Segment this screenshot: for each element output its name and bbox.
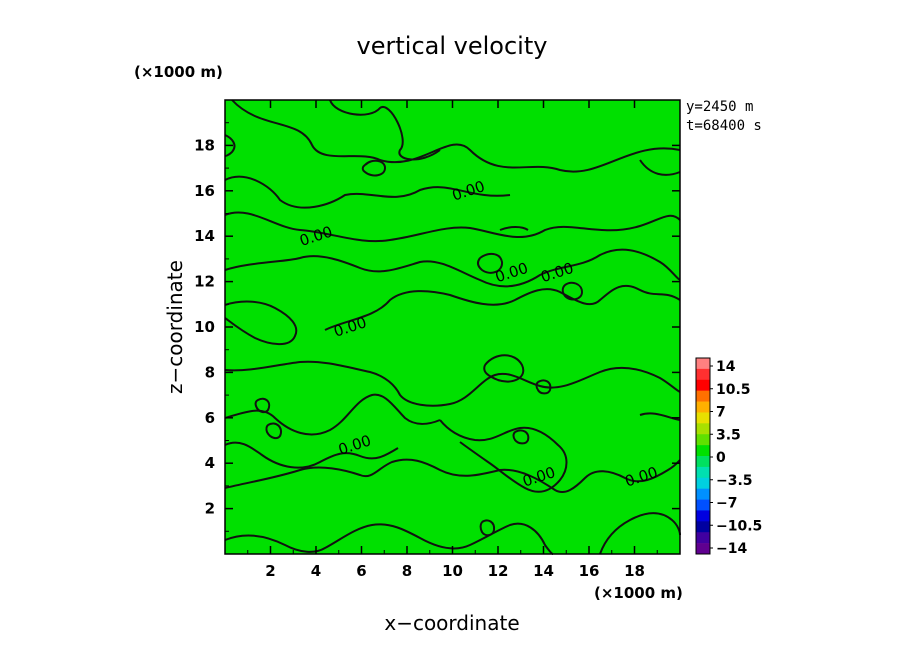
- contour-line: [265, 422, 282, 440]
- plot-area-fill: [225, 100, 680, 554]
- contour-line: [639, 412, 681, 421]
- contour-line: [561, 281, 584, 301]
- contour-line: [224, 175, 511, 209]
- x-tick-label: 8: [402, 562, 412, 580]
- y-axis-ticks: 2 4 6 8 10 12 14 16 18: [194, 122, 680, 532]
- info-line-y: y=2450 m: [686, 99, 753, 115]
- contour-line: [224, 360, 681, 407]
- x-axis-unit: (×1000 m): [594, 584, 683, 602]
- x-axis-label: x−coordinate: [384, 611, 519, 635]
- contour-line: [224, 522, 554, 555]
- y-tick-label: 16: [194, 182, 215, 200]
- contour-line: [439, 419, 568, 493]
- x-tick-label: 14: [533, 562, 554, 580]
- contour-line: [224, 393, 441, 436]
- colorbar-swatch: [696, 390, 710, 402]
- x-tick-label: 12: [488, 562, 509, 580]
- contour-line: [361, 159, 387, 177]
- y-tick-label: 12: [194, 273, 215, 291]
- y-axis-unit: (×1000 m): [134, 63, 223, 81]
- x-tick-label: 16: [579, 562, 600, 580]
- x-tick-label: 10: [442, 562, 463, 580]
- colorbar-swatch: [696, 358, 710, 370]
- colorbar-swatch: [696, 488, 710, 500]
- contour-line: [479, 519, 496, 537]
- colorbar-swatch: [696, 456, 710, 468]
- x-tick-label: 2: [265, 562, 275, 580]
- colorbar-swatch: [696, 434, 710, 446]
- velocity-contours: [224, 99, 681, 555]
- contour-line: [224, 300, 298, 346]
- contour-line: [324, 284, 681, 331]
- colorbar-swatch: [696, 445, 710, 457]
- x-tick-label: 4: [311, 562, 321, 580]
- x-tick-label: 18: [624, 562, 645, 580]
- contour-line: [483, 354, 525, 383]
- y-tick-label: 8: [205, 363, 215, 381]
- y-tick-label: 4: [205, 454, 215, 472]
- y-tick-label: 14: [194, 227, 215, 245]
- colorbar-swatch: [696, 412, 710, 424]
- colorbar-label: −14: [716, 541, 747, 557]
- contour-line: [254, 397, 271, 414]
- contour-line: [231, 99, 681, 173]
- colorbar-swatch: [696, 477, 710, 489]
- colorbar-frame: [695, 357, 711, 555]
- colorbar-swatch: [696, 521, 710, 533]
- y-axis-label: z−coordinate: [163, 260, 187, 394]
- x-tick-label: 6: [356, 562, 366, 580]
- colorbar-label: −10.5: [716, 518, 762, 534]
- colorbar: 14 10.5 7 3.5 0 −3.5 −7 −10.5 −14: [695, 357, 762, 557]
- colorbar-label: −7: [716, 496, 737, 512]
- contour-line: [329, 99, 441, 161]
- y-tick-label: 2: [205, 500, 215, 518]
- colorbar-swatch: [696, 423, 710, 435]
- contour-line: [599, 512, 681, 555]
- contour-line: [535, 379, 552, 395]
- colorbar-swatch: [696, 532, 710, 544]
- contour-line: [224, 248, 681, 288]
- colorbar-label: 7: [716, 405, 726, 421]
- colorbar-label: 14: [716, 359, 736, 375]
- colorbar-swatch: [696, 466, 710, 479]
- colorbar-swatch: [696, 499, 710, 511]
- colorbar-label: 0: [716, 450, 726, 466]
- contour-line: [499, 226, 529, 231]
- contour-line: [224, 211, 681, 243]
- y-tick-label: 10: [194, 318, 215, 336]
- colorbar-swatch: [696, 543, 710, 555]
- x-axis-ticks: 2 4 6 8 10 12 14 16 18: [247, 100, 658, 580]
- y-tick-label: 6: [205, 409, 215, 427]
- colorbar-label: 3.5: [716, 427, 741, 443]
- colorbar-swatch: [696, 379, 710, 391]
- colorbar-label: 10.5: [716, 382, 751, 398]
- contour-line: [476, 252, 504, 274]
- colorbar-label: −3.5: [716, 473, 753, 489]
- y-tick-label: 18: [194, 136, 215, 154]
- chart-title: vertical velocity: [357, 32, 548, 60]
- contour-line: [224, 441, 399, 469]
- info-line-t: t=68400 s: [686, 118, 762, 134]
- colorbar-swatch: [696, 401, 710, 413]
- colorbar-swatch: [696, 368, 710, 381]
- contour-line: [512, 429, 530, 445]
- contour-line: [639, 159, 681, 176]
- colorbar-swatch: [696, 510, 710, 522]
